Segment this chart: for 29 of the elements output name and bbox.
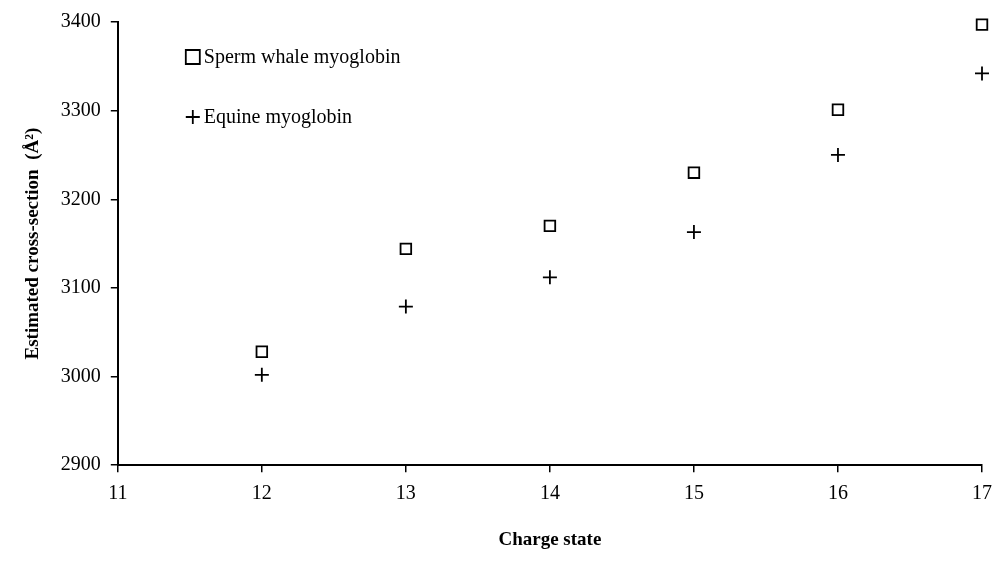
point (253, 366, 270, 383)
point (687, 166, 701, 179)
x-tick-label: 15 (683, 481, 704, 504)
point (542, 269, 558, 286)
point (975, 18, 989, 31)
point (399, 242, 413, 256)
x-tick-label: 16 (827, 481, 848, 504)
y-tick-label: 3200 (60, 186, 101, 209)
point (974, 65, 990, 82)
point (255, 345, 269, 358)
point (397, 298, 414, 315)
x-axis-title: Charge state (498, 527, 602, 549)
legend-label: Equine myoglobin (203, 105, 353, 129)
legend-label: Sperm whale myoglobin (203, 45, 401, 69)
x-tick-label: 17 (972, 481, 992, 504)
x-tick-label: 11 (108, 481, 128, 504)
y-tick-label: 3100 (60, 275, 101, 298)
y-tick-label: 3400 (60, 9, 101, 32)
point (686, 224, 702, 240)
point (543, 219, 557, 233)
y-tick-label: 2900 (60, 452, 101, 475)
y-tick-label: 3300 (60, 97, 101, 120)
y-axis-title: Estimated cross-section (Å²) (21, 127, 44, 360)
x-tick-label: 13 (395, 481, 416, 504)
x-tick-label: 14 (539, 481, 560, 504)
point (831, 103, 845, 116)
y-tick-label: 3000 (60, 363, 101, 386)
point (830, 147, 846, 163)
x-tick-label: 12 (251, 481, 272, 504)
